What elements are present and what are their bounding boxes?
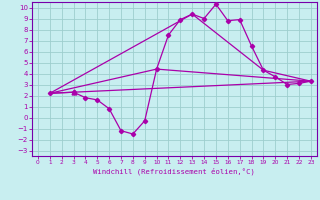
X-axis label: Windchill (Refroidissement éolien,°C): Windchill (Refroidissement éolien,°C): [93, 168, 255, 175]
